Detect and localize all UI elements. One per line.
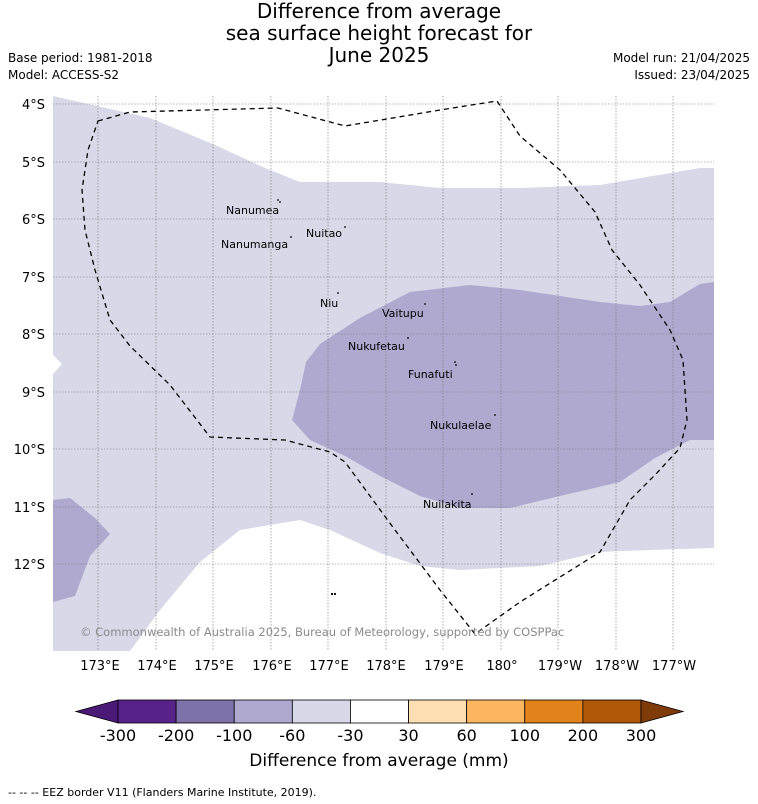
colorbar: -300 -200 -100 -60 -30 30 60 100 200 300 xyxy=(74,699,685,745)
lon-label: 180° xyxy=(486,659,517,674)
island-label-nanumea: Nanumea xyxy=(226,204,279,217)
lon-label: 174°E xyxy=(137,659,177,674)
colorbar-tick-label: 300 xyxy=(626,726,657,745)
lat-label: 4°S xyxy=(22,98,45,113)
latitude-labels: 4°S 5°S 6°S 7°S 8°S 9°S 10°S 11°S 12°S xyxy=(14,98,45,573)
lat-label: 11°S xyxy=(14,501,45,516)
island-label-nukulaelae: Nukulaelae xyxy=(430,419,492,432)
map-title: Difference from average sea surface heig… xyxy=(0,0,758,66)
meta-left: Base period: 1981-2018 Model: ACCESS-S2 xyxy=(8,50,153,84)
lon-label: 176°E xyxy=(252,659,292,674)
issued-date: Issued: 23/04/2025 xyxy=(634,68,750,82)
lon-label: 175°E xyxy=(194,659,234,674)
island-labels: Nanumea Nanumanga Nuitao Niu Vaitupu Nuk… xyxy=(221,204,492,511)
lat-label: 8°S xyxy=(22,328,45,343)
lat-label: 12°S xyxy=(14,558,45,573)
colorbar-tick-label: -30 xyxy=(337,726,363,745)
colorbar-label: Difference from average (mm) xyxy=(249,751,508,771)
lat-label: 10°S xyxy=(14,443,45,458)
colorbar-bin xyxy=(582,699,642,724)
title-line-1: Difference from average xyxy=(256,0,502,23)
lat-label: 6°S xyxy=(22,213,45,228)
colorbar-tick-label: -200 xyxy=(158,726,194,745)
anomaly-region-medium-sw xyxy=(53,498,110,602)
lat-label: 5°S xyxy=(22,156,45,171)
model-run: Model run: 21/04/2025 xyxy=(612,51,750,65)
island-label-nuilakita: Nuilakita xyxy=(423,498,472,511)
colorbar-bin xyxy=(408,699,468,724)
eez-legend-note: -- -- -- EEZ border V11 (Flanders Marine… xyxy=(8,786,317,799)
lon-label: 179°E xyxy=(424,659,464,674)
colorbar-tick-label: -300 xyxy=(100,726,136,745)
lon-label: 178°E xyxy=(366,659,406,674)
colorbar-tick-label: 60 xyxy=(456,726,476,745)
colorbar-tick-label: 30 xyxy=(398,726,418,745)
title-line-3: June 2025 xyxy=(328,43,430,67)
island-label-vaitupu: Vaitupu xyxy=(382,307,424,320)
anomaly-region-medium xyxy=(292,282,714,508)
meta-right: Model run: 21/04/2025 Issued: 23/04/2025 xyxy=(613,50,750,84)
lat-label: 7°S xyxy=(22,271,45,286)
colorbar-extend-low xyxy=(74,699,119,724)
colorbar-bin xyxy=(117,699,177,724)
lon-label: 173°E xyxy=(80,659,120,674)
lat-label: 9°S xyxy=(22,386,45,401)
lon-label: 178°W xyxy=(595,659,639,674)
island-label-funafuti: Funafuti xyxy=(408,368,453,381)
colorbar-bin xyxy=(233,699,293,724)
colorbar-tick-label: 200 xyxy=(568,726,599,745)
island-label-nanumanga: Nanumanga xyxy=(221,238,288,251)
lon-label: 179°W xyxy=(538,659,582,674)
colorbar-bin xyxy=(350,699,409,724)
island-label-nuitao: Nuitao xyxy=(306,227,342,240)
colorbar-tick-label: -60 xyxy=(279,726,305,745)
colorbar-bin xyxy=(466,699,526,724)
title-line-2: sea surface height forecast for xyxy=(225,21,533,45)
island-label-nukufetau: Nukufetau xyxy=(348,340,405,353)
base-period: Base period: 1981-2018 xyxy=(8,51,153,65)
colorbar-extend-high xyxy=(640,699,685,724)
colorbar-bin xyxy=(175,699,235,724)
island-label-niu: Niu xyxy=(320,297,338,310)
graticule xyxy=(53,96,714,651)
colorbar-tick-label: -100 xyxy=(216,726,252,745)
eez-border xyxy=(81,100,688,635)
lon-label: 177°E xyxy=(309,659,349,674)
lon-label: 177°W xyxy=(652,659,696,674)
model-name: Model: ACCESS-S2 xyxy=(8,68,120,82)
copyright-credit: © Commonwealth of Australia 2025, Bureau… xyxy=(80,625,564,639)
island-dots xyxy=(277,199,496,596)
colorbar-bin xyxy=(291,699,351,724)
colorbar-bin xyxy=(524,699,584,724)
colorbar-tick-label: 100 xyxy=(510,726,541,745)
anomaly-field xyxy=(53,96,714,651)
longitude-labels: 173°E 174°E 175°E 176°E 177°E 178°E 179°… xyxy=(80,659,696,674)
